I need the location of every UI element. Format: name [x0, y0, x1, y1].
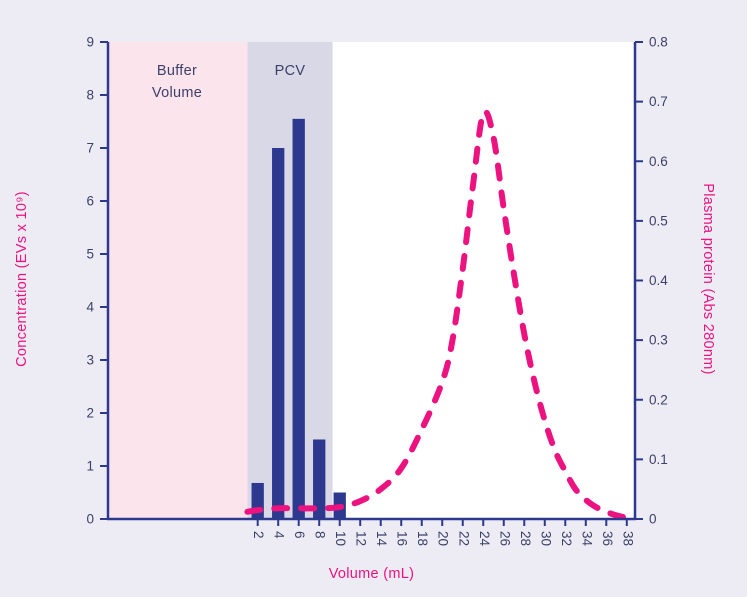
left-tick-label: 2: [86, 406, 94, 421]
x-tick-label: 16: [395, 531, 410, 546]
right-tick-label: 0.6: [649, 154, 668, 169]
buffer-volume-region-label: Buffer Volume: [151, 63, 203, 101]
x-tick-label: 18: [415, 531, 430, 546]
pcv-region-label: PCV: [274, 63, 306, 79]
right-tick-label: 0.5: [649, 213, 668, 228]
right-tick-label: 0.1: [649, 452, 668, 467]
right-tick-label: 0.2: [649, 392, 668, 407]
right-tick-label: 0: [649, 512, 657, 527]
right-tick-label: 0.8: [649, 35, 668, 50]
x-tick-label: 8: [313, 531, 328, 539]
left-tick-label: 8: [86, 88, 94, 103]
left-tick-label: 1: [86, 459, 94, 474]
x-tick-label: 32: [559, 531, 574, 546]
x-tick-label: 20: [436, 531, 451, 546]
left-tick-label: 9: [86, 35, 94, 50]
x-axis-title: Volume (mL): [328, 566, 415, 582]
x-tick-label: 24: [477, 531, 492, 547]
ev-bar-4ml: [272, 148, 285, 519]
left-tick-label: 0: [86, 512, 94, 527]
x-tick-label: 4: [272, 531, 287, 539]
x-tick-label: 34: [579, 531, 594, 547]
x-tick-label: 36: [600, 531, 615, 546]
x-tick-label: 30: [538, 531, 553, 546]
ev-bar-6ml: [292, 118, 305, 519]
x-tick-label: 22: [456, 531, 471, 546]
region-buffer-volume: [108, 42, 248, 519]
x-tick-label: 14: [374, 531, 389, 547]
right-tick-label: 0.3: [649, 333, 668, 348]
right-tick-label: 0.7: [649, 94, 668, 109]
x-tick-label: 2: [251, 531, 266, 539]
x-tick-label: 38: [620, 531, 635, 546]
x-tick-label: 26: [497, 531, 512, 546]
x-tick-label: 10: [333, 531, 348, 546]
left-tick-label: 6: [86, 194, 94, 209]
left-tick-label: 7: [86, 141, 94, 156]
ev-bar-8ml: [313, 439, 326, 519]
right-axis-title: Plasma protein (Abs 280nm): [700, 183, 716, 375]
x-tick-label: 12: [354, 531, 369, 546]
plasma-protein-curve: [244, 108, 630, 521]
left-axis-title: Concentration (EVs x 10⁹): [14, 191, 30, 367]
right-tick-label: 0.4: [649, 273, 668, 288]
x-tick-label: 6: [292, 531, 307, 539]
left-tick-label: 3: [86, 353, 94, 368]
left-tick-label: 4: [86, 300, 94, 315]
x-tick-label: 28: [518, 531, 533, 546]
left-tick-label: 5: [86, 247, 94, 262]
